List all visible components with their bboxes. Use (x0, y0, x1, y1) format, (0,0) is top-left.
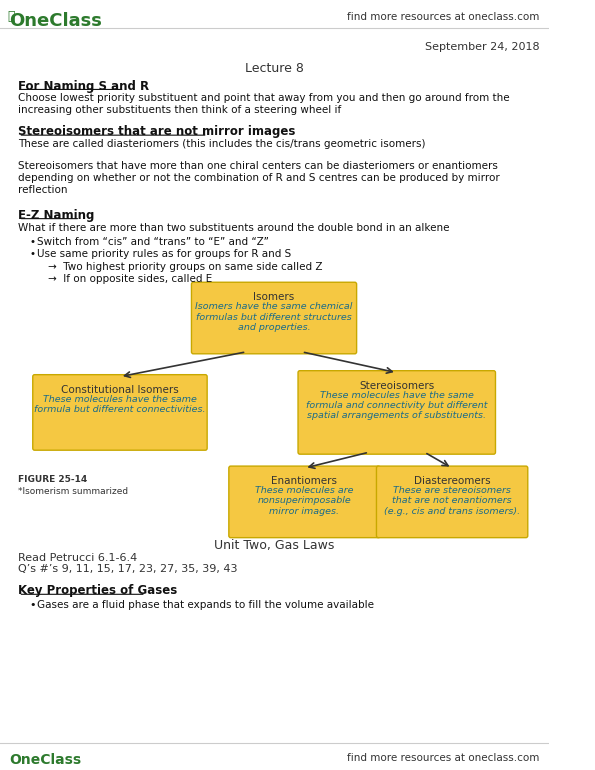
Text: Read Petrucci 6.1-6.4: Read Petrucci 6.1-6.4 (18, 553, 137, 563)
Text: •: • (30, 249, 36, 259)
Text: →  Two highest priority groups on same side called Z: → Two highest priority groups on same si… (48, 263, 322, 273)
Text: What if there are more than two substituents around the double bond in an alkene: What if there are more than two substitu… (18, 223, 450, 233)
Text: Isomers have the same chemical
formulas but different structures
and properties.: Isomers have the same chemical formulas … (195, 302, 353, 332)
Text: These molecules have the same
formula but different connectivities.: These molecules have the same formula bu… (34, 394, 206, 414)
Text: These are called diasteriomers (this includes the cis/trans geometric isomers): These are called diasteriomers (this inc… (18, 139, 426, 149)
Text: Gases are a fluid phase that expands to fill the volume available: Gases are a fluid phase that expands to … (37, 601, 374, 611)
FancyBboxPatch shape (33, 375, 207, 450)
Text: Q’s #’s 9, 11, 15, 17, 23, 27, 35, 39, 43: Q’s #’s 9, 11, 15, 17, 23, 27, 35, 39, 4… (18, 564, 238, 574)
Text: •: • (30, 236, 36, 246)
Text: Choose lowest priority substituent and point that away from you and then go arou: Choose lowest priority substituent and p… (18, 93, 510, 103)
Text: Lecture 8: Lecture 8 (245, 62, 303, 75)
Text: Stereoisomers: Stereoisomers (359, 380, 434, 390)
Text: Enantiomers: Enantiomers (271, 476, 337, 486)
Text: find more resources at oneclass.com: find more resources at oneclass.com (347, 12, 540, 22)
Text: FIGURE 25-14: FIGURE 25-14 (18, 475, 87, 484)
FancyBboxPatch shape (192, 283, 356, 353)
Text: •: • (30, 601, 36, 611)
Text: Constitutional Isomers: Constitutional Isomers (61, 384, 179, 394)
Text: For Naming S and R: For Naming S and R (18, 79, 149, 92)
Text: Switch from “cis” and “trans” to “E” and “Z”: Switch from “cis” and “trans” to “E” and… (37, 236, 269, 246)
Text: Diastereomers: Diastereomers (414, 476, 490, 486)
Text: Use same priority rules as for groups for R and S: Use same priority rules as for groups fo… (37, 249, 291, 259)
Text: E-Z Naming: E-Z Naming (18, 209, 95, 222)
Text: find more resources at oneclass.com: find more resources at oneclass.com (347, 753, 540, 763)
Text: *Isomerism summarized: *Isomerism summarized (18, 487, 129, 496)
Text: Isomers: Isomers (253, 292, 295, 302)
Text: OneClass: OneClass (10, 12, 102, 30)
Text: These molecules are
nonsuperimposable
mirror images.: These molecules are nonsuperimposable mi… (255, 486, 354, 516)
FancyBboxPatch shape (377, 466, 528, 537)
Text: 🌿: 🌿 (7, 10, 15, 23)
Text: September 24, 2018: September 24, 2018 (425, 42, 540, 52)
Text: reflection: reflection (18, 185, 68, 195)
Text: increasing other substituents then think of a steering wheel if: increasing other substituents then think… (18, 105, 342, 116)
Text: These are stereoisomers
that are not enantiomers
(e.g., cis and trans isomers).: These are stereoisomers that are not ena… (384, 486, 520, 516)
Text: Unit Two, Gas Laws: Unit Two, Gas Laws (214, 539, 334, 551)
Text: depending on whether or not the combination of R and S centres can be produced b: depending on whether or not the combinat… (18, 173, 500, 183)
Text: These molecules have the same
formula and connectivity but different
spatial arr: These molecules have the same formula an… (306, 390, 487, 420)
FancyBboxPatch shape (298, 370, 496, 454)
Text: →  If on opposite sides, called E: → If on opposite sides, called E (48, 274, 212, 284)
Text: Stereoisomers that have more than one chiral centers can be diasteriomers or ena: Stereoisomers that have more than one ch… (18, 161, 499, 171)
Text: Key Properties of Gases: Key Properties of Gases (18, 584, 178, 598)
Text: Stereoisomers that are not mirror images: Stereoisomers that are not mirror images (18, 126, 296, 139)
FancyBboxPatch shape (229, 466, 380, 537)
Text: OneClass: OneClass (10, 753, 82, 768)
